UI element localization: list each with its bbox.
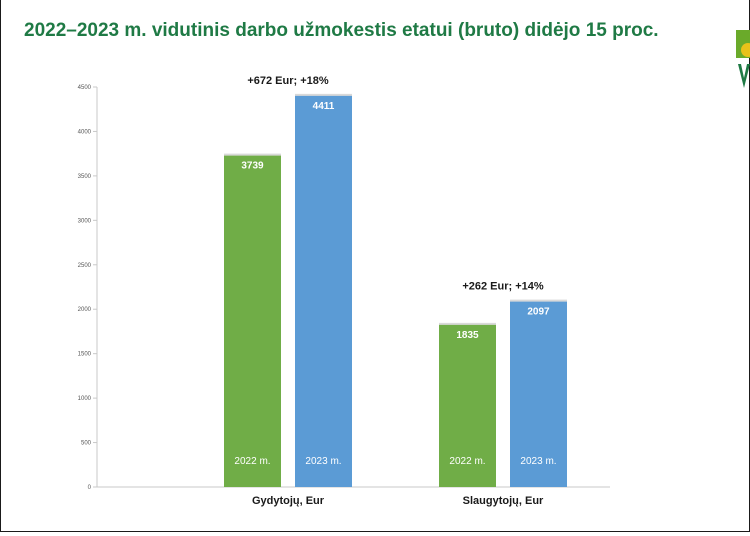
bar-value-label: 3739	[241, 161, 264, 172]
logo-sun	[741, 43, 750, 57]
y-tick-label: 2000	[78, 307, 92, 313]
bars	[224, 93, 567, 488]
logo-letter	[738, 64, 750, 88]
y-ticks: 0 500 1000 1500 2000 2500 3000 3500 4000 4500	[78, 85, 97, 491]
y-tick-label: 1000	[78, 396, 92, 402]
bar-series-label: 2022 m.	[234, 456, 270, 467]
logo-icon	[736, 30, 750, 88]
category-label: Slaugytojų, Eur	[463, 495, 544, 507]
y-tick-label: 0	[88, 485, 92, 491]
bar-value-label: 1835	[456, 330, 479, 341]
bar	[439, 323, 496, 487]
bar	[510, 300, 567, 487]
bar	[295, 94, 352, 488]
y-tick-label: 500	[81, 441, 92, 447]
category-label: Gydytojų, Eur	[252, 495, 325, 507]
page-title: 2022–2023 m. vidutinis darbo užmokestis …	[24, 20, 659, 41]
bar-series-label: 2023 m.	[520, 456, 556, 467]
bar	[224, 154, 281, 487]
y-tick-label: 3000	[78, 218, 92, 224]
y-tick-label: 2500	[78, 263, 92, 269]
y-tick-label: 3500	[78, 174, 92, 180]
bar-series-label: 2022 m.	[449, 456, 485, 467]
y-tick-label: 4500	[78, 85, 92, 91]
change-annotation: +672 Eur; +18%	[247, 75, 329, 87]
bar-series-label: 2023 m.	[305, 456, 341, 467]
labels: 3739 2022 m. 4411 2023 m. Gydytojų, Eur +672 …	[234, 75, 556, 507]
bar-value-label: 4411	[313, 101, 335, 112]
bar-value-label: 2097	[527, 307, 550, 318]
y-tick-label: 1500	[78, 352, 92, 358]
y-tick-label: 4000	[78, 129, 92, 135]
change-annotation: +262 Eur; +14%	[462, 281, 544, 293]
